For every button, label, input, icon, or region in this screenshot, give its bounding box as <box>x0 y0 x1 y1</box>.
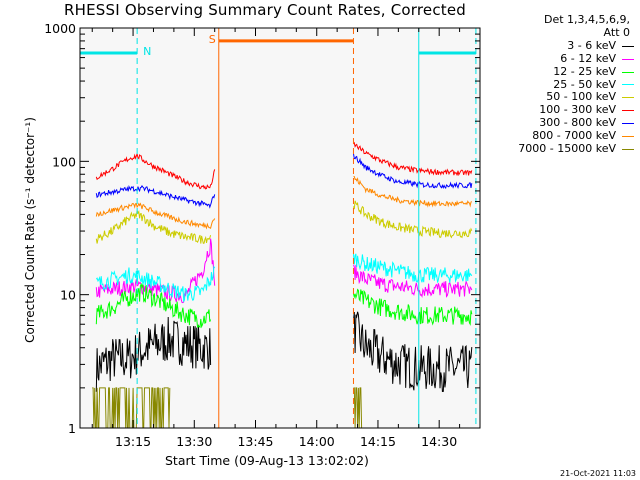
legend-swatch <box>622 71 634 73</box>
series-50-100-kev-line-1 <box>95 209 212 244</box>
plot-frame <box>79 27 481 429</box>
axes-layer: 1 10 100 1000 13:15 13:30 13:45 14:00 14:15 14:30 <box>44 21 481 449</box>
state-bar-label-s: S <box>209 33 216 46</box>
y-tick-label-1: 1 <box>68 421 76 436</box>
series-50-100-kev-line-2 <box>353 200 473 239</box>
y-tick-label-1000: 1000 <box>44 21 76 36</box>
x-axis-label: Start Time (09-Aug-13 13:02:02) <box>165 453 369 468</box>
legend-label: 6 - 12 keV <box>560 51 616 65</box>
series-12-25-kev-line-2 <box>353 288 473 326</box>
legend-item: 6 - 12 keV <box>464 51 634 66</box>
legend-item: 300 - 800 keV <box>464 116 634 130</box>
series-800-7000-kev-line-1 <box>95 202 216 230</box>
y-tick-label-100: 100 <box>52 154 76 169</box>
legend-item: 800 - 7000 keV <box>464 129 634 143</box>
series-100-300-kev-line-1 <box>95 152 216 190</box>
series-300-800-kev-line-2 <box>353 153 473 189</box>
x-tick-label-1415: 14:15 <box>360 434 396 449</box>
series-6-12-kev-line-1 <box>95 238 216 304</box>
legend-swatch <box>622 97 634 99</box>
legend-item: 25 - 50 keV <box>464 77 634 92</box>
legend-swatch <box>622 45 634 47</box>
series-6-12-kev-line-2 <box>353 264 473 298</box>
legend-swatch <box>622 136 634 138</box>
x-tick-label-1315: 13:15 <box>115 434 151 449</box>
legend-label: 3 - 6 keV <box>567 38 616 52</box>
legend-label: 300 - 800 keV <box>539 116 616 130</box>
legend-item: 12 - 25 keV <box>464 64 634 79</box>
y-tick-label-10: 10 <box>60 288 76 303</box>
legend-label: 25 - 50 keV <box>553 77 616 91</box>
series-300-800-kev-line-1 <box>95 184 216 209</box>
series-100-300-kev-line-2 <box>353 141 473 177</box>
state-bar-label-n: N <box>143 45 151 58</box>
series-25-50-kev-line-2 <box>353 253 473 284</box>
legend-swatch <box>622 110 634 112</box>
series-25-50-kev-line-1 <box>95 265 216 303</box>
series-3-6-kev-line-1 <box>95 316 212 392</box>
legend-swatch <box>622 123 634 125</box>
x-tick-label-1345: 13:45 <box>237 434 273 449</box>
legend-item: 100 - 300 keV <box>464 103 634 117</box>
legend-swatch <box>622 84 634 86</box>
y-axis-label: Corrected Count Rate (s⁻¹ detector⁻¹) <box>23 117 37 343</box>
series-3-6-kev-line-2 <box>353 311 473 393</box>
series-layer <box>92 141 473 429</box>
generation-timestamp: 21-Oct-2021 11:03 <box>560 469 636 478</box>
legend-item: 7000 - 15000 keV <box>464 142 634 156</box>
legend-label: 800 - 7000 keV <box>532 129 616 143</box>
x-tick-label-1330: 13:30 <box>176 434 212 449</box>
legend-label: 100 - 300 keV <box>539 103 616 117</box>
chart-title: RHESSI Observing Summary Count Rates, Co… <box>64 1 467 19</box>
legend-label: 12 - 25 keV <box>553 64 616 78</box>
legend-header-line2: Att 0 <box>603 25 630 39</box>
legend-swatch <box>622 58 634 60</box>
legend: Det 1,3,4,5,6,9, Att 0 3 - 6 keV 6 - 12 k… <box>464 13 634 156</box>
legend-item: 50 - 100 keV <box>464 91 634 104</box>
x-tick-label-1400: 14:00 <box>299 434 335 449</box>
legend-label: 7000 - 15000 keV <box>518 142 616 156</box>
series-12-25-kev-line-1 <box>95 282 212 329</box>
legend-item: 3 - 6 keV <box>464 38 634 53</box>
legend-label: 50 - 100 keV <box>546 90 616 104</box>
legend-swatch <box>622 149 634 151</box>
legend-header-line1: Det 1,3,4,5,6,9, <box>543 13 630 26</box>
x-tick-label-1430: 14:30 <box>421 434 457 449</box>
series-800-7000-kev-line-2 <box>353 175 473 208</box>
